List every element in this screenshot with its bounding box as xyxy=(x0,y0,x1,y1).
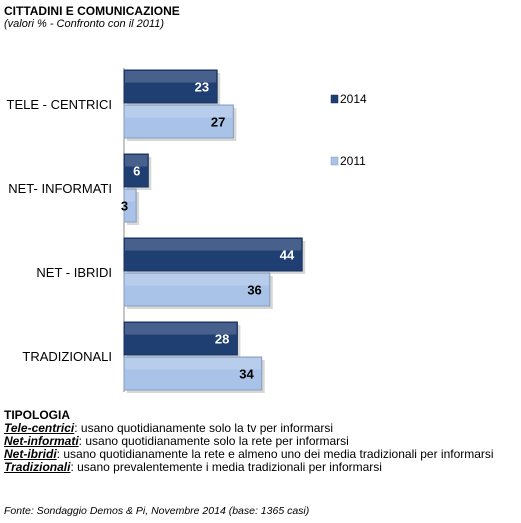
chart-subtitle: (valori % - Confronto con il 2011) xyxy=(4,18,164,30)
category-label: TRADIZIONALI xyxy=(22,349,112,364)
note-row: Tele-centrici: usano quotidianamente sol… xyxy=(4,422,494,435)
bar-highlight xyxy=(125,358,261,370)
category-label: TELE - CENTRICI xyxy=(7,97,112,112)
bar-2014 xyxy=(123,153,149,188)
bar-2011 xyxy=(123,104,234,139)
legend-swatch xyxy=(330,94,339,104)
bar-highlight xyxy=(125,71,217,83)
bar-2011 xyxy=(123,188,137,223)
bar-highlight xyxy=(125,190,136,202)
data-label: 36 xyxy=(247,283,261,298)
bar-2014 xyxy=(123,69,218,104)
bar-highlight xyxy=(125,323,237,335)
data-label: 6 xyxy=(133,164,140,179)
data-label: 28 xyxy=(215,332,229,347)
chart-title: CITTADINI E COMUNICAZIONE xyxy=(4,4,180,18)
data-label: 3 xyxy=(121,199,128,214)
source-note: Fonte: Sondaggio Demos & Pi, Novembre 20… xyxy=(4,505,310,517)
bar-2011 xyxy=(123,356,263,391)
legend-label: 2014 xyxy=(340,92,367,106)
bar-highlight xyxy=(125,106,233,118)
note-term: Tele-centrici xyxy=(4,421,75,435)
legend-swatch xyxy=(330,156,339,166)
note-desc: : usano prevalentemente i media tradizio… xyxy=(70,460,382,474)
data-label: 44 xyxy=(280,248,295,263)
note-row: Net-ibridi: usano quotidianamente la ret… xyxy=(4,448,494,461)
category-label: NET- INFORMATI xyxy=(8,181,112,196)
note-desc: : usano quotidianamente solo la rete per… xyxy=(78,434,349,448)
note-term: Tradizionali xyxy=(4,460,71,474)
category-label: NET - IBRIDI xyxy=(36,265,112,280)
note-row: Tradizionali: usano prevalentemente i me… xyxy=(4,461,494,474)
bar-2014 xyxy=(123,237,303,272)
legend-label: 2011 xyxy=(340,154,366,168)
bar-highlight xyxy=(125,155,148,167)
data-label: 23 xyxy=(195,80,209,95)
note-term: Net-informati xyxy=(4,434,79,448)
bar-2014 xyxy=(123,321,238,356)
data-label: 27 xyxy=(211,115,225,130)
bar-2011 xyxy=(123,272,271,307)
note-desc: : usano quotidianamente solo la tv per i… xyxy=(74,421,334,435)
bar-highlight xyxy=(125,239,302,251)
bar-highlight xyxy=(125,274,269,286)
note-desc: : usano quotidianamente la rete e almeno… xyxy=(56,447,494,461)
note-row: Net-informati: usano quotidianamente sol… xyxy=(4,435,494,448)
notes-heading: TIPOLOGIA xyxy=(4,408,70,422)
typology-notes: TIPOLOGIA Tele-centrici: usano quotidian… xyxy=(4,409,494,474)
data-label: 34 xyxy=(239,367,254,382)
note-term: Net-ibridi xyxy=(4,447,57,461)
bar-chart: TELE - CENTRICI 23 27 NET- INFORMATI 6 3 NET -… xyxy=(7,68,367,393)
